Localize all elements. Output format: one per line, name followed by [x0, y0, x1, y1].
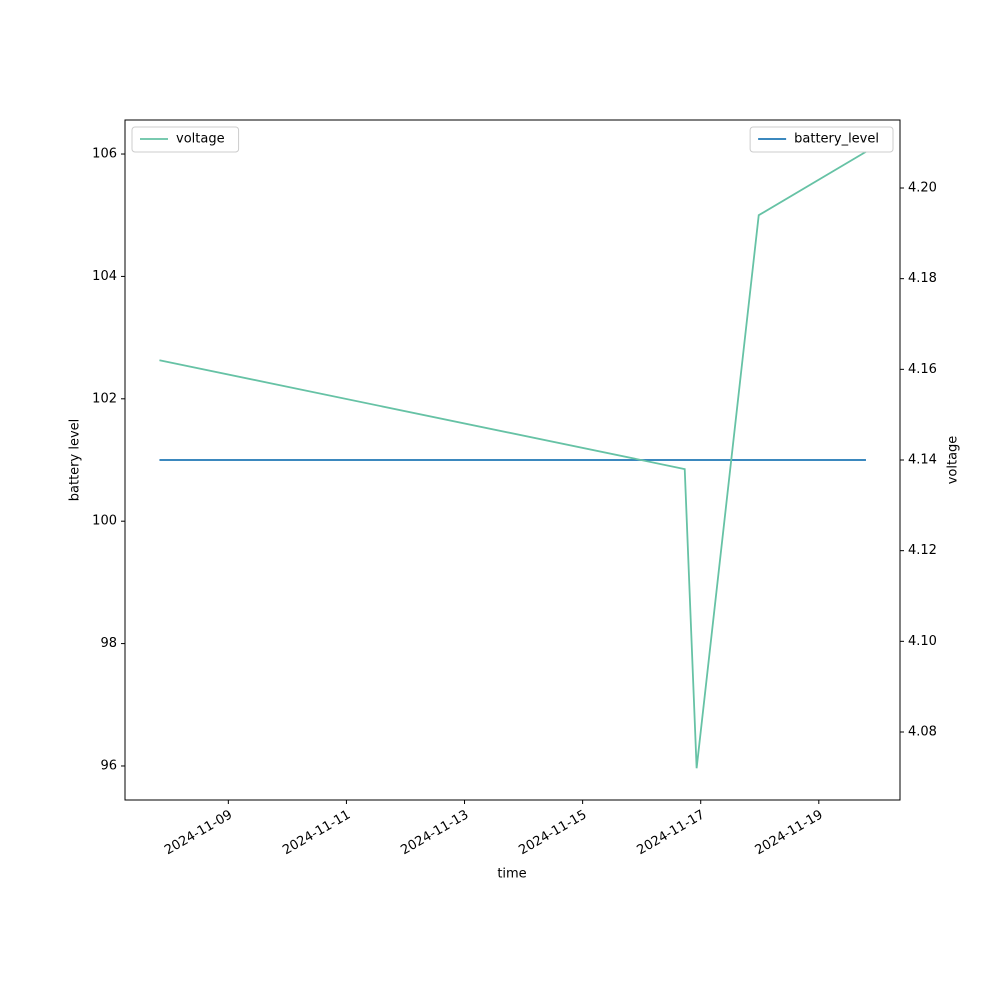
y2-tick-label: 4.08 [908, 725, 937, 740]
legend-box [131, 126, 240, 153]
y2-tick-label: 4.10 [908, 634, 937, 649]
y2-axis-label: voltage [946, 436, 961, 485]
y2-tick-label: 4.14 [908, 453, 937, 468]
y-tick-label: 102 [92, 391, 117, 406]
y2-tick-label: 4.18 [908, 271, 937, 286]
plot-frame [124, 119, 901, 801]
y-tick-label: 104 [92, 269, 117, 284]
legend-box [749, 126, 894, 153]
legend-label: voltage [176, 132, 225, 147]
y-tick-label: 96 [100, 758, 117, 773]
y-tick-label: 98 [100, 636, 117, 651]
y2-tick-label: 4.12 [908, 543, 937, 558]
y2-tick-label: 4.16 [908, 362, 937, 377]
y-axis-label: battery level [68, 419, 83, 502]
x-axis-label: time [497, 867, 526, 882]
line-series [159, 150, 867, 769]
legend-label: battery_level [794, 132, 879, 147]
y-tick-label: 100 [92, 514, 117, 529]
y2-tick-label: 4.20 [908, 181, 937, 196]
y-tick-label: 106 [92, 147, 117, 162]
